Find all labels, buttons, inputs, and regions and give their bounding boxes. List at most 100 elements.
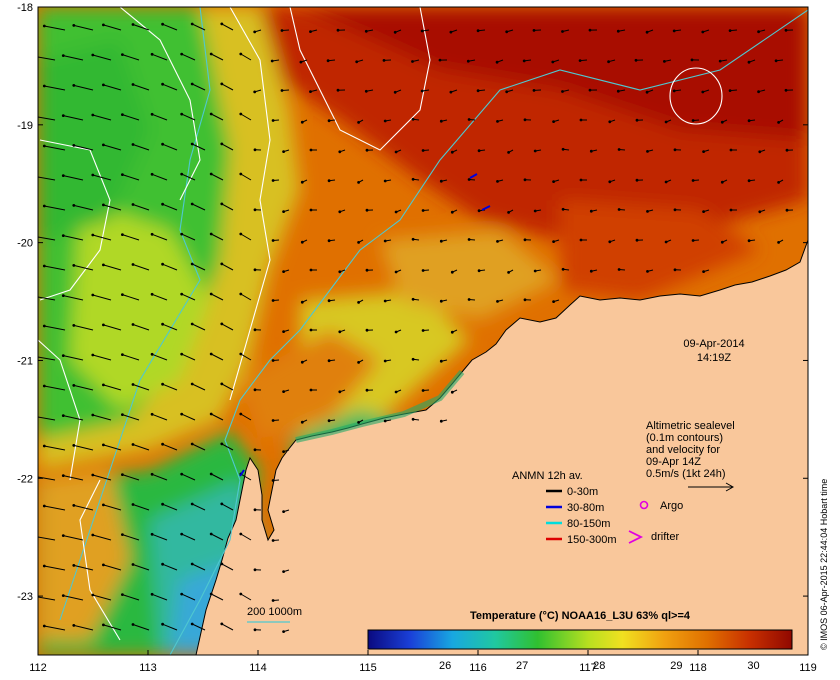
velocity-arrow-head xyxy=(617,268,621,271)
velocity-arrow-head xyxy=(121,593,124,596)
velocity-arrow-head xyxy=(635,238,639,242)
velocity-arrow-head xyxy=(239,352,243,356)
velocity-arrow-head xyxy=(522,59,526,63)
velocity-arrow xyxy=(181,593,196,601)
velocity-arrow-head xyxy=(91,533,95,537)
velocity-arrow xyxy=(181,173,196,181)
velocity-arrow xyxy=(122,114,140,121)
velocity-arrow xyxy=(162,443,178,451)
velocity-arrow-head xyxy=(282,270,285,273)
velocity-arrow-head xyxy=(253,208,257,212)
velocity-arrow xyxy=(191,563,206,571)
velocity-arrow-head xyxy=(253,30,257,34)
velocity-arrow-head xyxy=(364,29,368,33)
velocity-arrow-head xyxy=(270,59,274,63)
velocity-arrow xyxy=(92,354,112,361)
velocity-arrow-head xyxy=(131,263,135,266)
velocity-arrow xyxy=(73,384,94,391)
velocity-arrow xyxy=(63,535,84,541)
velocity-arrow-head xyxy=(61,354,65,357)
velocity-arrow-head xyxy=(561,207,565,211)
velocity-arrow xyxy=(63,415,84,421)
velocity-arrow-head xyxy=(280,29,284,32)
y-tick-label: -21 xyxy=(17,355,33,367)
velocity-arrow xyxy=(240,413,252,421)
velocity-arrow-head xyxy=(253,448,257,452)
velocity-arrow xyxy=(162,23,178,31)
velocity-arrow-head xyxy=(784,88,788,92)
altimetry-note-line: 09-Apr 14Z xyxy=(646,456,701,468)
velocity-arrow xyxy=(122,534,140,541)
velocity-arrow-head xyxy=(131,83,135,86)
velocity-arrow xyxy=(132,144,150,151)
velocity-arrow-head xyxy=(634,58,638,62)
velocity-arrow xyxy=(38,176,56,181)
velocity-arrow xyxy=(92,534,112,541)
velocity-arrow-head xyxy=(383,359,387,363)
velocity-arrow xyxy=(221,383,234,391)
velocity-arrow-head xyxy=(91,53,95,57)
velocity-arrow-head xyxy=(150,472,154,476)
velocity-arrow-head xyxy=(91,593,95,597)
velocity-arrow-head xyxy=(282,330,285,333)
velocity-arrow xyxy=(63,595,84,601)
velocity-arrow xyxy=(103,564,122,571)
velocity-arrow-head xyxy=(61,54,65,57)
velocity-arrow-head xyxy=(102,503,105,507)
velocity-arrow-head xyxy=(150,532,154,536)
velocity-arrow-head xyxy=(664,120,668,124)
velocity-arrow xyxy=(240,593,252,601)
velocity-arrow-head xyxy=(72,264,76,267)
velocity-arrow-head xyxy=(365,388,369,392)
velocity-arrow xyxy=(73,564,94,571)
velocity-arrow-head xyxy=(282,510,285,513)
velocity-arrow-head xyxy=(300,120,304,124)
velocity-arrow-head xyxy=(32,535,35,538)
velocity-arrow xyxy=(151,173,168,181)
colorbar-tick-label: 26 xyxy=(439,660,451,672)
velocity-arrow-head xyxy=(253,148,257,152)
velocity-arrow-head xyxy=(180,52,184,56)
velocity-arrow-head xyxy=(505,30,509,34)
velocity-arrow-head xyxy=(357,181,360,184)
velocity-arrow-head xyxy=(617,208,621,211)
velocity-arrow-head xyxy=(411,297,415,301)
velocity-arrow xyxy=(240,533,252,541)
velocity-arrow-head xyxy=(589,269,593,273)
velocity-arrow-head xyxy=(271,479,275,482)
velocity-arrow-head xyxy=(220,442,224,446)
velocity-arrow-head xyxy=(702,210,705,214)
velocity-arrow xyxy=(92,294,112,301)
velocity-arrow-head xyxy=(61,534,65,537)
velocity-arrow xyxy=(44,505,66,511)
velocity-arrow-head xyxy=(523,238,527,242)
velocity-arrow-head xyxy=(300,360,304,364)
anmn-legend-item: 80-150m xyxy=(546,518,610,530)
velocity-arrow-head xyxy=(382,59,386,62)
velocity-arrow xyxy=(38,296,56,301)
velocity-arrow xyxy=(151,233,168,241)
velocity-arrow-head xyxy=(161,442,165,446)
velocity-arrow-head xyxy=(533,149,537,153)
velocity-arrow xyxy=(92,474,112,481)
velocity-arrow xyxy=(103,84,122,91)
velocity-arrow-head xyxy=(450,270,454,274)
velocity-arrow-head xyxy=(61,294,65,297)
velocity-arrow-head xyxy=(150,592,154,596)
velocity-arrow-head xyxy=(645,90,649,94)
velocity-arrow-head xyxy=(507,271,510,274)
velocity-arrow-head xyxy=(589,149,593,153)
velocity-arrow xyxy=(162,323,178,331)
velocity-arrow-head xyxy=(42,444,46,448)
velocity-arrow-head xyxy=(439,119,443,123)
velocity-arrow-head xyxy=(220,142,224,146)
velocity-arrow-head xyxy=(645,30,649,34)
velocity-arrow xyxy=(151,473,168,481)
anmn-legend: ANMN 12h av. 0-30m 30-80m 80-150m 150-30… xyxy=(512,470,617,546)
velocity-arrow xyxy=(181,53,196,61)
velocity-arrow-head xyxy=(253,268,257,272)
velocity-arrow-head xyxy=(42,144,46,148)
velocity-arrow xyxy=(122,54,140,61)
x-tick-label: 115 xyxy=(359,662,377,674)
velocity-arrow-head xyxy=(102,443,105,447)
